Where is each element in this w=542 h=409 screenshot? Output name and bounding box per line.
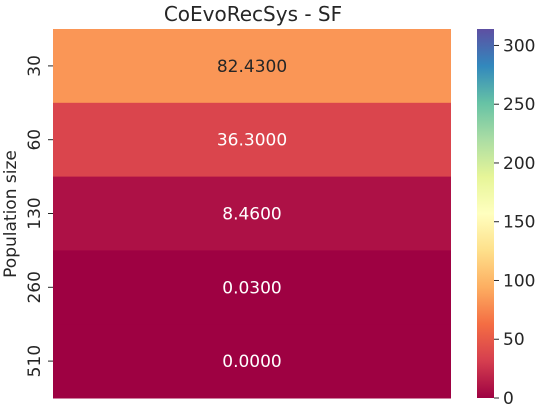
chart-title: CoEvoRecSys - SF <box>164 2 342 26</box>
cell-value-label: 82.4300 <box>217 57 287 77</box>
row-tick-labels: 30 60 130 260 510 <box>25 55 53 377</box>
colorbar-tick-label: 50 <box>503 330 525 350</box>
row-tick-label: 130 <box>25 197 45 229</box>
heatmap-cell <box>53 29 451 104</box>
colorbar-tick-label: 250 <box>503 95 535 115</box>
row-tick-label: 30 <box>25 55 45 77</box>
row-tick-label: 60 <box>25 129 45 151</box>
colorbar-tick-label: 0 <box>503 389 514 409</box>
heatmap-cell <box>53 176 451 251</box>
colorbar-tick-label: 100 <box>503 271 535 291</box>
cell-value-label: 8.4600 <box>222 205 281 225</box>
heatmap-cell <box>53 102 451 178</box>
y-axis-label: Population size <box>1 150 21 278</box>
cell-value-label: 0.0000 <box>222 352 281 372</box>
heatmap-cell <box>53 250 451 325</box>
colorbar <box>477 29 494 398</box>
cell-value-label: 0.0300 <box>222 278 281 298</box>
colorbar-tick-label: 300 <box>503 36 535 56</box>
colorbar-ticks: 0 50 100 150 200 250 300 <box>494 36 535 409</box>
colorbar-tick-label: 150 <box>503 213 535 233</box>
cell-value-label: 36.3000 <box>217 131 287 151</box>
heatmap-cell <box>53 324 451 399</box>
heatmap-cells: 82.4300 36.3000 8.4600 0.0300 0.0000 <box>53 29 451 399</box>
row-tick-label: 510 <box>25 345 45 377</box>
colorbar-tick-label: 200 <box>503 154 535 174</box>
row-tick-label: 260 <box>25 271 45 303</box>
